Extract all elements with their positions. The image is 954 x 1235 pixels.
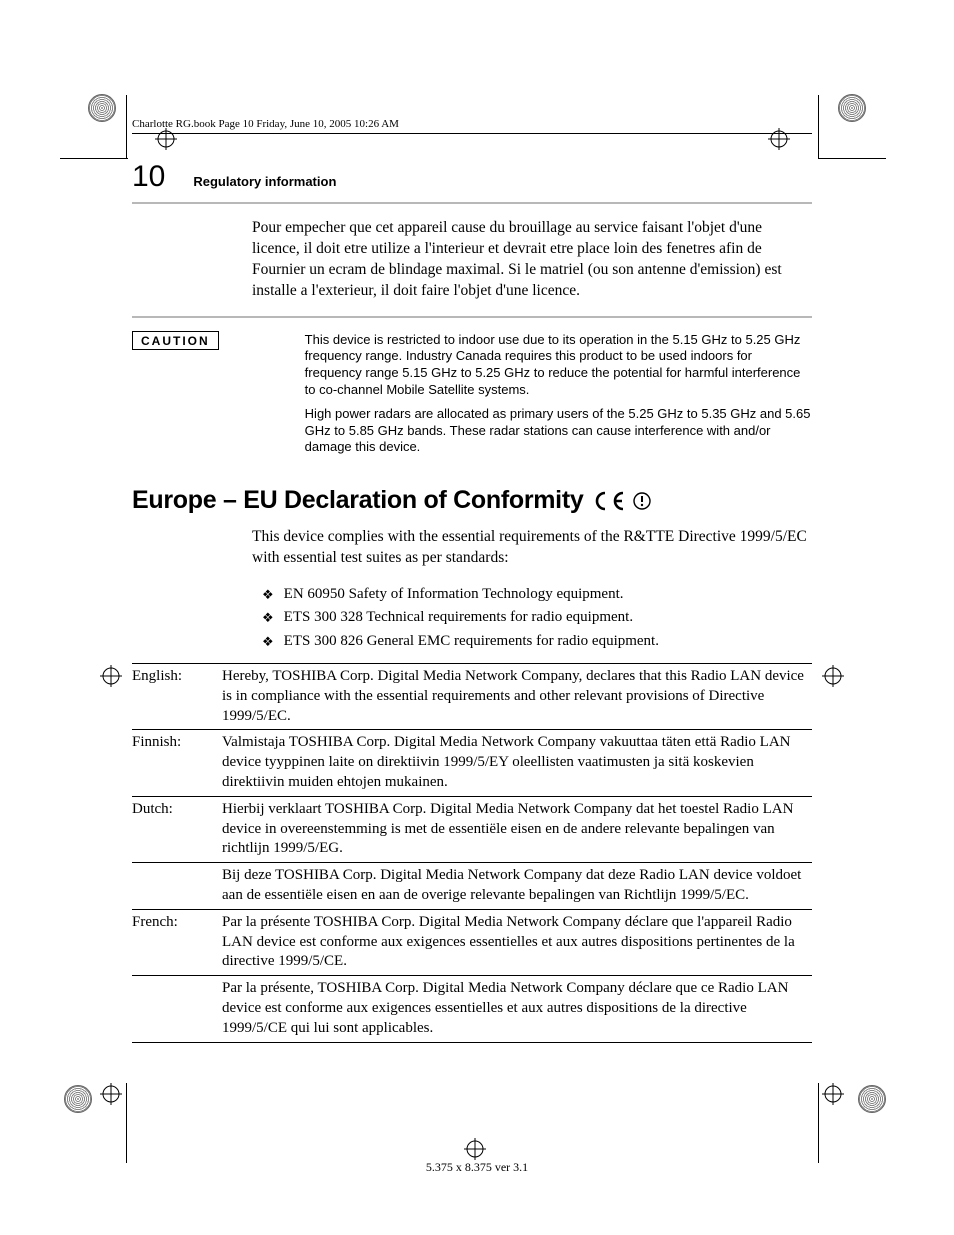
table-row: French:Par la présente TOSHIBA Corp. Dig… — [132, 909, 812, 975]
table-row: English:Hereby, TOSHIBA Corp. Digital Me… — [132, 664, 812, 730]
reg-mark-tl — [155, 128, 177, 150]
rule-caution — [132, 316, 812, 318]
rule-top — [132, 202, 812, 204]
crop-line — [818, 158, 886, 159]
running-head: 10 Regulatory information — [132, 160, 812, 194]
crop-line — [126, 95, 127, 159]
list-item: EN 60950 Safety of Information Technolog… — [262, 583, 812, 606]
list-item: ETS 300 826 General EMC requirements for… — [262, 630, 812, 653]
caution-block: CAUTION This device is restricted to ind… — [132, 332, 812, 464]
reg-mark-tr — [768, 128, 790, 150]
crop-line — [60, 158, 128, 159]
table-row: Par la présente, TOSHIBA Corp. Digital M… — [132, 976, 812, 1042]
rosette-top-right — [838, 94, 866, 122]
book-header-line — [132, 133, 812, 134]
table-row: Bij deze TOSHIBA Corp. Digital Media Net… — [132, 863, 812, 910]
page-content: 10 Regulatory information Pour empecher … — [132, 160, 812, 1043]
reg-mark-bl — [100, 1083, 122, 1105]
heading-eu-declaration: Europe – EU Declaration of Conformity — [132, 486, 812, 515]
declaration-table: English:Hereby, TOSHIBA Corp. Digital Me… — [132, 663, 812, 1043]
reg-mark-ml — [100, 665, 122, 687]
rosette-mid-left — [64, 1085, 92, 1113]
ce-marks — [593, 491, 651, 511]
list-item: ETS 300 328 Technical requirements for r… — [262, 606, 812, 629]
intro-para: Pour empecher que cet appareil cause du … — [252, 218, 812, 302]
alert-icon — [633, 492, 651, 510]
reg-mark-bc — [464, 1138, 486, 1160]
caution-p2: High power radars are allocated as prima… — [305, 406, 812, 456]
caution-p1: This device is restricted to indoor use … — [305, 332, 812, 399]
compliance-para: This device complies with the essential … — [252, 527, 812, 569]
crop-line — [126, 1083, 127, 1163]
rosette-top-left — [88, 94, 116, 122]
book-header: Charlotte RG.book Page 10 Friday, June 1… — [132, 118, 399, 130]
heading-text: Europe – EU Declaration of Conformity — [132, 486, 583, 515]
footer: 5.375 x 8.375 ver 3.1 — [0, 1160, 954, 1175]
reg-mark-br — [822, 1083, 844, 1105]
running-title: Regulatory information — [193, 174, 336, 189]
crop-line — [818, 1083, 819, 1163]
table-row: Dutch:Hierbij verklaart TOSHIBA Corp. Di… — [132, 796, 812, 862]
caution-label: CAUTION — [132, 331, 219, 350]
rosette-mid-right — [858, 1085, 886, 1113]
standards-list: EN 60950 Safety of Information Technolog… — [262, 583, 812, 653]
table-row: Finnish:Valmistaja TOSHIBA Corp. Digital… — [132, 730, 812, 796]
reg-mark-mr — [822, 665, 844, 687]
page-number: 10 — [132, 160, 165, 194]
ce-icon — [593, 491, 629, 511]
crop-line — [818, 95, 819, 159]
